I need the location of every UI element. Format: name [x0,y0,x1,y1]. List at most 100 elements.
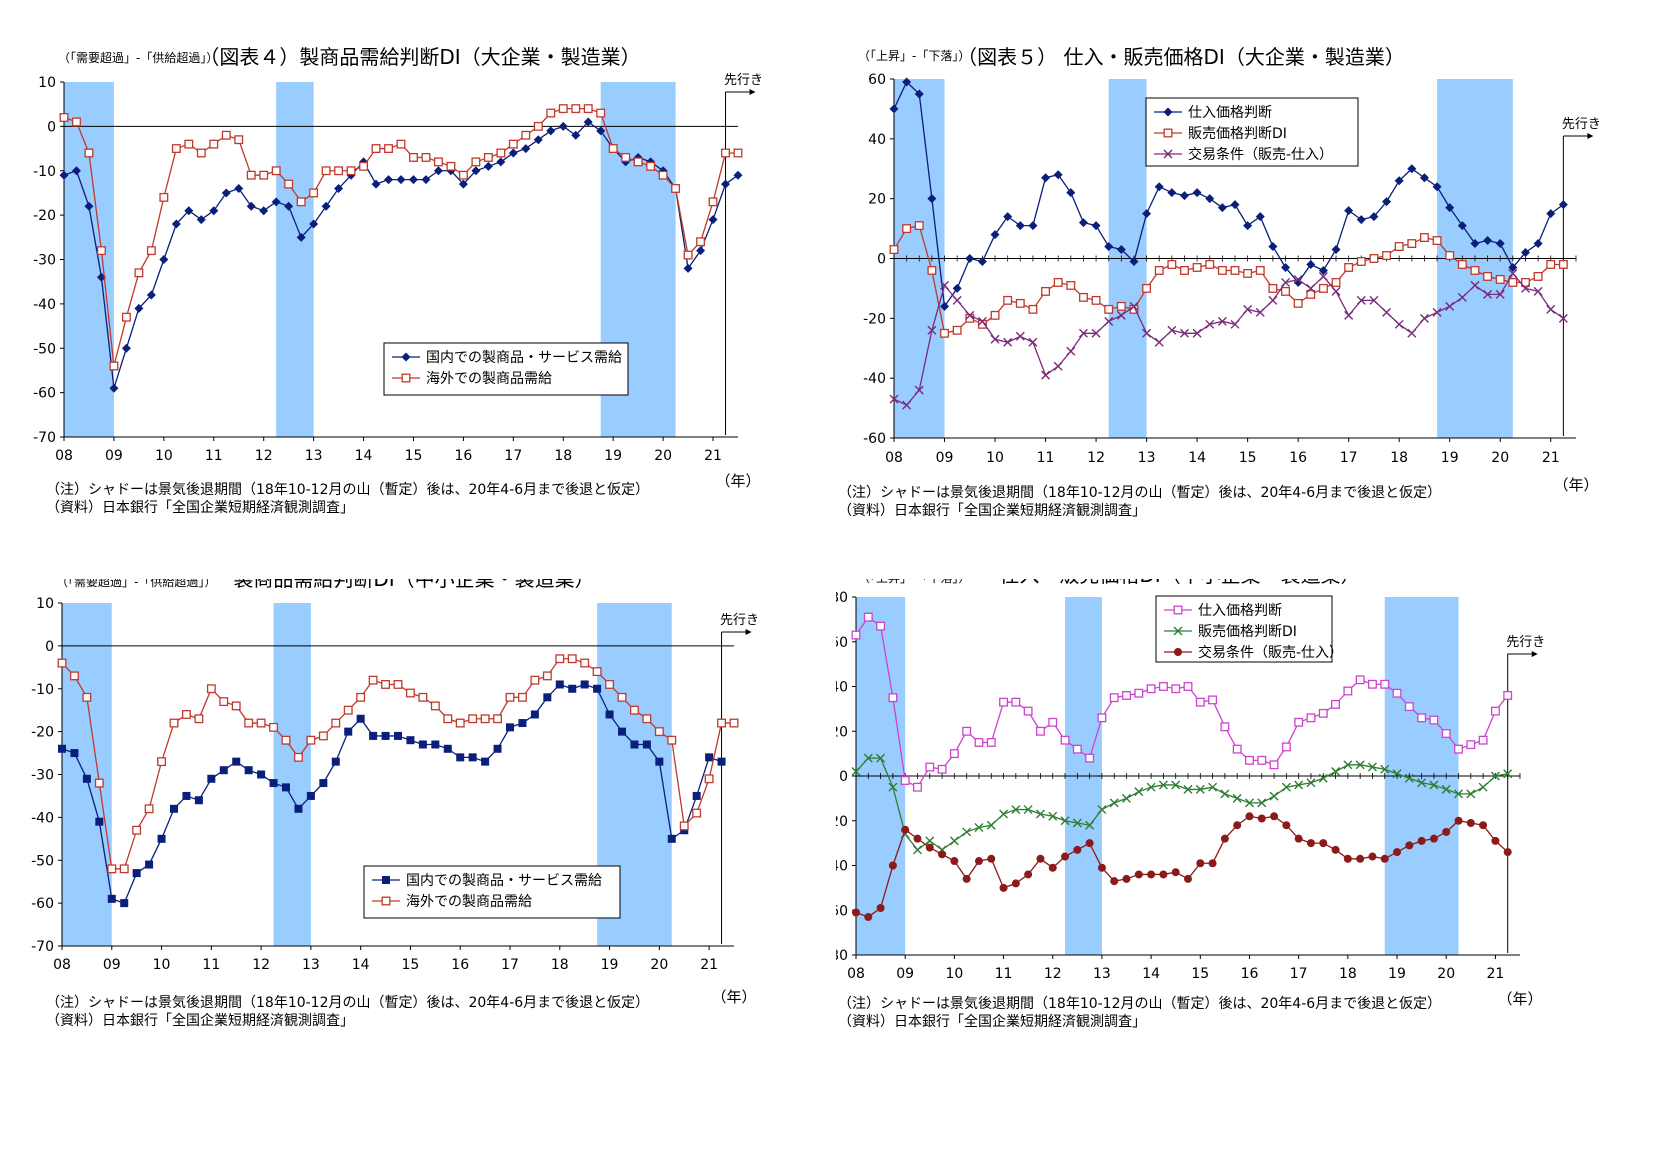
data-point [1294,780,1304,790]
data-point [1116,310,1126,320]
data-point [1457,221,1467,231]
data-point [1331,767,1341,777]
y-tick-label: -20 [863,311,886,327]
data-point [633,157,643,167]
data-point [1466,740,1476,750]
data-point [1142,209,1152,219]
data-point [132,869,141,878]
data-point [1205,319,1215,329]
legend-marker [382,876,390,884]
legend-label: 海外での製商品需給 [426,371,552,387]
data-point [1257,798,1267,808]
data-point [571,130,581,140]
data-point [318,731,328,741]
data-point [629,705,639,715]
x-tick-label: 09 [896,966,914,982]
data-point [927,266,937,275]
data-point [888,782,898,792]
x-tick-label: 11 [202,957,220,973]
data-point [132,825,142,835]
data-point [1293,274,1303,284]
note-shadow: （注）シャドーは景気後退期間（18年10-12月の山（暫定）後は、20年4-6月… [838,996,1441,1012]
data-point [876,753,886,763]
data-point [284,179,294,189]
data-point [221,188,231,198]
data-point [1432,182,1442,192]
data-point [912,845,922,855]
legend-label: 販売価格判断DI [1198,624,1297,640]
x-tick-label: 18 [551,957,569,973]
data-point [334,184,344,193]
data-point [1255,212,1265,222]
data-point [580,680,589,689]
legend-marker [401,373,411,383]
data-point [1028,221,1038,231]
data-point [159,255,169,264]
data-point [1331,245,1341,255]
series-0 [889,77,1568,311]
x-tick-label: 15 [1239,450,1257,466]
y-tick-label: -50 [31,853,54,869]
data-point [1035,809,1045,819]
data-point [1306,283,1316,293]
y-tick-label: 0 [839,769,848,785]
data-point [1134,870,1143,879]
data-point [683,263,693,273]
data-point [1233,821,1242,830]
data-point [851,630,861,640]
data-point [1015,298,1025,308]
data-point [1281,742,1291,752]
data-point [555,654,565,664]
data-point [82,692,92,702]
y-tick-label: -60 [836,903,848,919]
data-point [1257,755,1267,765]
data-point [1490,771,1500,781]
x-tick-label: 14 [1142,966,1160,982]
data-point [696,246,706,256]
data-point [999,809,1009,819]
data-point [481,757,490,766]
data-point [306,791,315,800]
y-tick-label: -50 [33,341,56,357]
data-point [913,782,922,792]
data-point [396,175,406,185]
data-point [1318,283,1328,293]
data-point [717,718,727,728]
data-point [1245,755,1254,765]
x-tick-label: 19 [601,957,619,973]
data-point [1344,206,1354,216]
data-point [567,654,577,664]
y-tick-label: -70 [31,939,54,955]
data-point [1392,688,1402,698]
data-point [94,778,104,788]
data-point [889,245,899,254]
data-point [913,834,922,843]
data-point [517,692,527,702]
x-tick-label: 20 [650,957,668,973]
data-point [145,860,154,869]
data-point [219,766,228,775]
data-point [1230,266,1240,275]
data-point [508,148,518,158]
data-point [1159,870,1168,879]
data-point [1230,200,1240,210]
data-point [1445,203,1455,213]
data-point [1441,729,1451,738]
data-point [1078,292,1088,302]
data-point [1483,289,1493,299]
data-point [937,764,947,774]
data-point [1442,827,1451,836]
data-point [1122,793,1132,803]
y-axis-label: （「上昇」-「下落」） [858,579,970,585]
x-tick-label: 16 [451,957,469,973]
legend-label: 国内での製商品・サービス需給 [426,350,622,366]
data-point [914,221,924,231]
data-point [109,361,119,371]
data-point [1184,874,1192,883]
data-point [483,161,493,171]
data-point [1454,744,1463,754]
data-point [57,658,67,668]
data-point [1011,697,1021,707]
data-point [927,194,937,204]
data-point [346,166,356,176]
